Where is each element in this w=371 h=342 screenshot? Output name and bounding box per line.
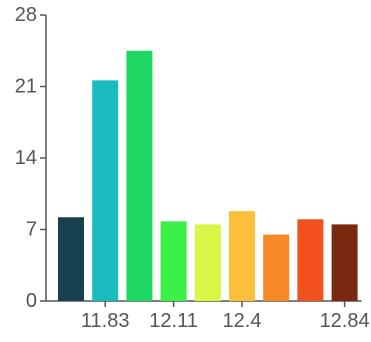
bar (263, 234, 290, 301)
bar (194, 224, 221, 301)
bar (331, 224, 358, 301)
bar (126, 50, 153, 301)
y-tick-label: 21 (15, 76, 37, 98)
y-axis: 0 7 14 21 28 (15, 4, 47, 312)
x-tick-label: 12.11 (149, 310, 198, 332)
x-tick-label: 12.84 (320, 310, 370, 332)
x-axis: 11.83 12.11 12.4 12.84 (46, 300, 370, 332)
bar (229, 211, 255, 301)
bar (58, 217, 84, 301)
bars (58, 50, 358, 301)
bar (92, 80, 119, 301)
y-tick-label: 7 (26, 219, 37, 241)
x-tick-label: 12.4 (223, 310, 262, 332)
y-tick-label: 0 (26, 290, 37, 312)
x-tick-label: 11.83 (81, 310, 130, 332)
bar (160, 221, 187, 301)
y-tick-label: 28 (15, 4, 37, 26)
bar (297, 219, 324, 301)
y-tick-label: 14 (15, 147, 37, 169)
